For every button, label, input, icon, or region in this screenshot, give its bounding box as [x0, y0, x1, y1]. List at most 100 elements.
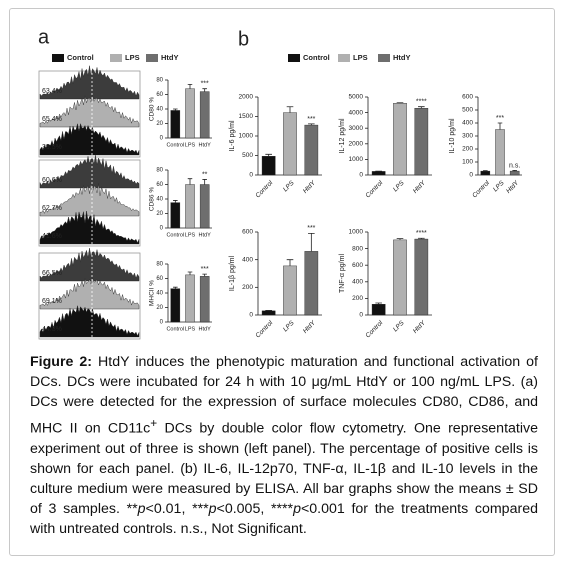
- significance-label: ***: [201, 266, 209, 273]
- significance-label: ****: [416, 230, 427, 237]
- x-tick-label: HtdY: [302, 319, 318, 335]
- legend-swatch: [338, 54, 350, 62]
- bar: [495, 129, 505, 176]
- caption-text: <0.001 for the treatments compared with …: [30, 501, 538, 538]
- bar: [480, 170, 491, 176]
- histogram: [39, 155, 140, 189]
- bar: [304, 251, 319, 316]
- y-tick-label: 400: [352, 279, 363, 286]
- error-bar: [187, 178, 193, 185]
- y-tick-label: 40: [156, 107, 163, 113]
- caption-text: <0.005, ****: [216, 501, 294, 518]
- error-bar: [187, 271, 193, 275]
- histogram: [39, 65, 140, 100]
- histogram-percent: 60.6%: [42, 177, 62, 184]
- y-tick-label: 1000: [349, 229, 364, 236]
- error-bar: [265, 153, 272, 157]
- legend-swatch: [146, 54, 158, 62]
- legend-label: Control: [67, 53, 94, 62]
- x-tick-label: LPS: [282, 179, 296, 193]
- bar: [393, 239, 407, 316]
- bar: [185, 274, 195, 323]
- histogram-percent: 62.7%: [42, 205, 62, 212]
- y-tick-label: 1000: [349, 156, 364, 163]
- caption-text: p: [137, 501, 146, 518]
- y-tick-label: 40: [156, 291, 163, 297]
- y-tick-label: 300: [462, 133, 473, 140]
- error-bar: [202, 179, 207, 185]
- y-tick-label: 0: [359, 312, 363, 319]
- legend-label: LPS: [353, 53, 368, 62]
- x-tick-label: HtdY: [302, 179, 318, 195]
- x-tick-label: LPS: [392, 319, 406, 333]
- caption-text: +: [150, 415, 158, 430]
- legend-label: HtdY: [393, 53, 411, 62]
- legend-label: Control: [303, 53, 330, 62]
- histogram-percent: 69.1%: [42, 298, 62, 305]
- x-tick-label: LPS: [185, 232, 196, 238]
- y-tick-label: 0: [359, 172, 363, 179]
- y-tick-label: 0: [160, 226, 164, 232]
- error-bar: [375, 302, 382, 305]
- y-tick-label: 0: [469, 172, 473, 179]
- y-tick-label: 600: [352, 262, 363, 269]
- y-axis-label: CD86 %: [149, 187, 156, 211]
- x-tick-label: Control: [365, 179, 385, 199]
- x-tick-label: LPS: [185, 142, 196, 148]
- y-axis-label: CD80 %: [149, 97, 156, 121]
- legend-swatch: [288, 54, 300, 62]
- x-tick-label: Control: [166, 326, 184, 332]
- y-axis-label: IL-6 pg/ml: [229, 120, 236, 152]
- significance-label: **: [202, 171, 208, 178]
- y-tick-label: 40: [156, 197, 163, 203]
- y-tick-label: 5000: [349, 94, 364, 101]
- bar: [199, 276, 210, 323]
- histogram-percent: 44.3%: [42, 326, 62, 333]
- y-tick-label: 80: [156, 168, 163, 174]
- bar: [283, 265, 297, 316]
- error-bar: [308, 232, 315, 252]
- histogram: [39, 182, 140, 217]
- caption-text: DCs by double color flow cytometry. One …: [30, 420, 538, 518]
- legend-swatch: [378, 54, 390, 62]
- bar: [414, 238, 429, 316]
- y-tick-label: 0: [249, 172, 253, 179]
- y-axis-label: MHCII %: [149, 280, 156, 306]
- bar: [393, 103, 407, 176]
- panel-label: a: [38, 26, 50, 48]
- y-tick-label: 1500: [239, 113, 254, 120]
- legend-label: HtdY: [161, 53, 179, 62]
- y-tick-label: 2000: [239, 94, 254, 101]
- y-tick-label: 60: [156, 276, 163, 282]
- bar: [304, 124, 319, 176]
- bar: [170, 110, 181, 139]
- y-tick-label: 0: [160, 136, 164, 142]
- histogram-percent: 41.6%: [42, 233, 62, 240]
- bar: [185, 184, 195, 229]
- error-bar: [286, 106, 294, 113]
- error-bar: [418, 237, 425, 240]
- caption-text: <0.01, ***: [145, 501, 209, 518]
- error-bar: [202, 88, 207, 92]
- significance-label: ***: [496, 115, 504, 122]
- y-tick-label: 500: [462, 107, 473, 114]
- error-bar: [497, 122, 503, 130]
- y-tick-label: 60: [156, 92, 163, 98]
- y-tick-label: 600: [462, 94, 473, 101]
- significance-label: ***: [307, 225, 315, 232]
- error-bar: [173, 200, 178, 203]
- y-tick-label: 60: [156, 182, 163, 188]
- y-tick-label: 400: [462, 120, 473, 127]
- y-tick-label: 80: [156, 78, 163, 84]
- error-bar: [418, 106, 425, 109]
- bar: [371, 171, 386, 176]
- y-tick-label: 200: [462, 146, 473, 153]
- significance-label: ***: [201, 81, 209, 88]
- x-tick-label: HtdY: [412, 179, 428, 195]
- y-tick-label: 3000: [349, 125, 364, 132]
- error-bar: [308, 123, 315, 126]
- figure-frame: [9, 8, 555, 556]
- x-tick-label: HtdY: [199, 142, 212, 148]
- y-tick-label: 4000: [349, 109, 364, 116]
- error-bar: [173, 286, 178, 289]
